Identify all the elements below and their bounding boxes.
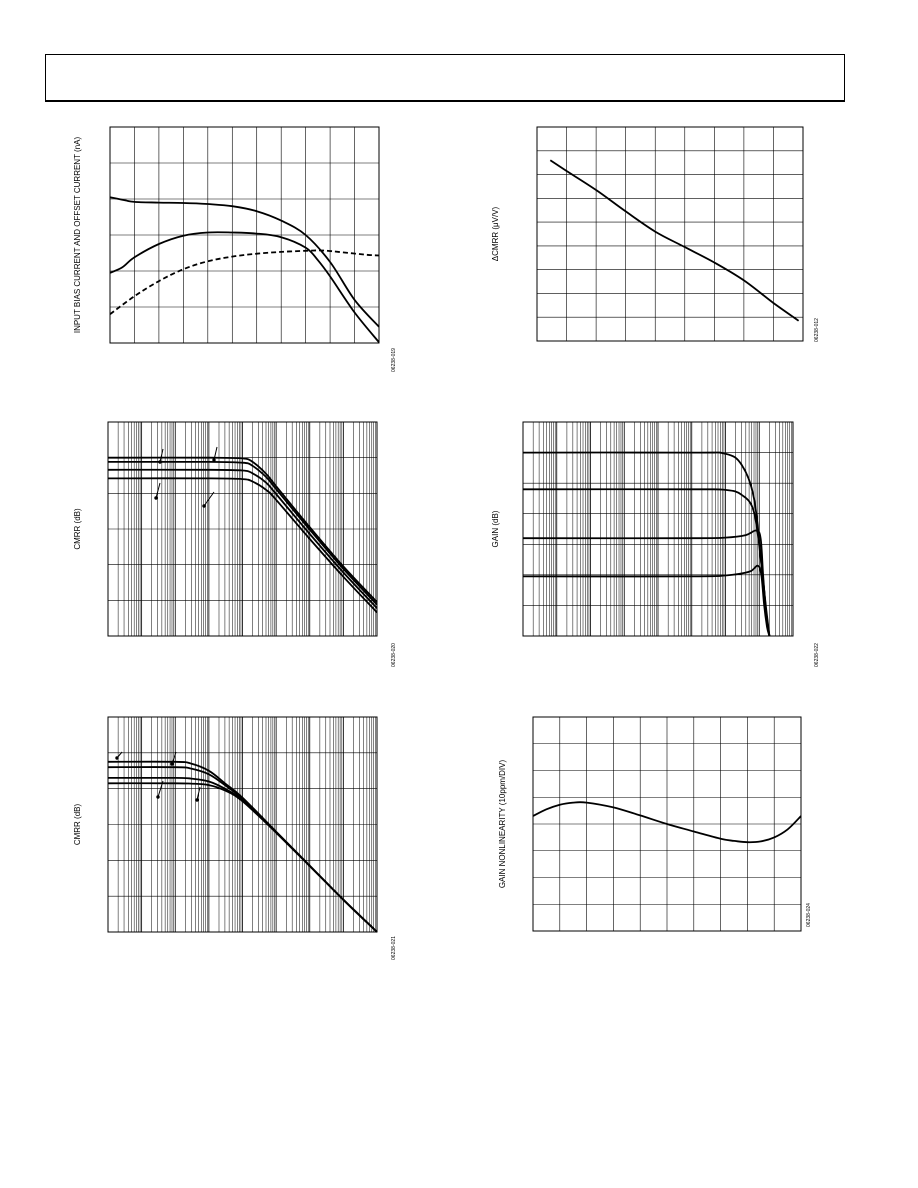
series-line-4	[107, 477, 378, 614]
series-line-3	[107, 468, 378, 609]
annotation-arrow-line	[213, 446, 218, 461]
annotation-arrow-head	[156, 795, 160, 799]
y-axis-label: GAIN NONLINEARITY (10ppm/DIV)	[498, 760, 507, 889]
chart-c1: INPUT BIAS CURRENT AND OFFSET CURRENT (n…	[73, 126, 397, 372]
y-axis-label: CMRR (dB)	[73, 804, 82, 846]
gridlines	[110, 127, 379, 343]
annotation-arrow-head	[115, 756, 119, 760]
series-line-2	[522, 488, 771, 637]
annotation-arrow-line	[157, 780, 164, 798]
annotation-arrow-line	[155, 482, 161, 499]
y-axis-label: ΔCMRR (μV/V)	[491, 206, 500, 261]
series-line-1	[109, 196, 380, 328]
page-header-box	[45, 54, 845, 102]
series-line-1	[107, 456, 378, 603]
plot-frame	[107, 716, 378, 933]
plot-frame	[532, 716, 802, 932]
series-line-1	[532, 801, 802, 844]
series-line-3	[109, 249, 380, 315]
gridlines	[522, 422, 793, 636]
annotation-arrow-line	[196, 786, 201, 801]
annotation-arrow-line	[159, 448, 164, 463]
annotation-arrows	[115, 446, 218, 802]
annotation-arrow-line	[171, 751, 177, 765]
figure-id: 06238-020	[391, 643, 397, 667]
figure-id: 06238-024	[806, 903, 812, 927]
y-axis-label: CMRR (dB)	[73, 508, 82, 550]
plot-frame	[522, 421, 794, 637]
gridlines	[537, 127, 803, 341]
annotation-arrow-head	[212, 458, 216, 462]
series-line-4	[107, 782, 378, 933]
figure-id: 06238-012	[814, 318, 820, 342]
plot-frame	[536, 126, 804, 342]
annotation-arrow-head	[170, 762, 174, 766]
gridlines	[107, 422, 377, 636]
annotation-arrow-head	[158, 460, 162, 464]
series-line-3	[522, 529, 771, 637]
plot-frame	[109, 126, 380, 344]
annotation-arrow-head	[202, 504, 206, 508]
y-axis-label: INPUT BIAS CURRENT AND OFFSET CURRENT (n…	[73, 137, 82, 334]
annotation-arrow-line	[203, 491, 215, 507]
series-line-1	[549, 159, 800, 322]
annotation-arrow-head	[195, 798, 199, 802]
annotation-arrow-head	[154, 496, 158, 500]
y-axis-label: GAIN (dB)	[491, 510, 500, 547]
chart-c4: GAIN (dB) 06238-022	[491, 421, 820, 667]
figure-id: 06238-021	[391, 936, 397, 960]
plot-frame	[107, 421, 378, 637]
chart-c6: GAIN NONLINEARITY (10ppm/DIV) 06238-024	[498, 716, 812, 932]
gridlines	[107, 717, 377, 932]
series-line-4	[522, 564, 771, 637]
chart-c3: CMRR (dB) 06238-020	[73, 421, 397, 667]
series-line-2	[107, 460, 378, 606]
series-line-2	[109, 231, 380, 343]
figure-id: 06238-019	[391, 348, 397, 372]
chart-c2: ΔCMRR (μV/V) 06238-012	[491, 126, 820, 342]
figure-id: 06238-022	[814, 643, 820, 667]
chart-c5: CMRR (dB) 06238-021	[73, 716, 397, 960]
